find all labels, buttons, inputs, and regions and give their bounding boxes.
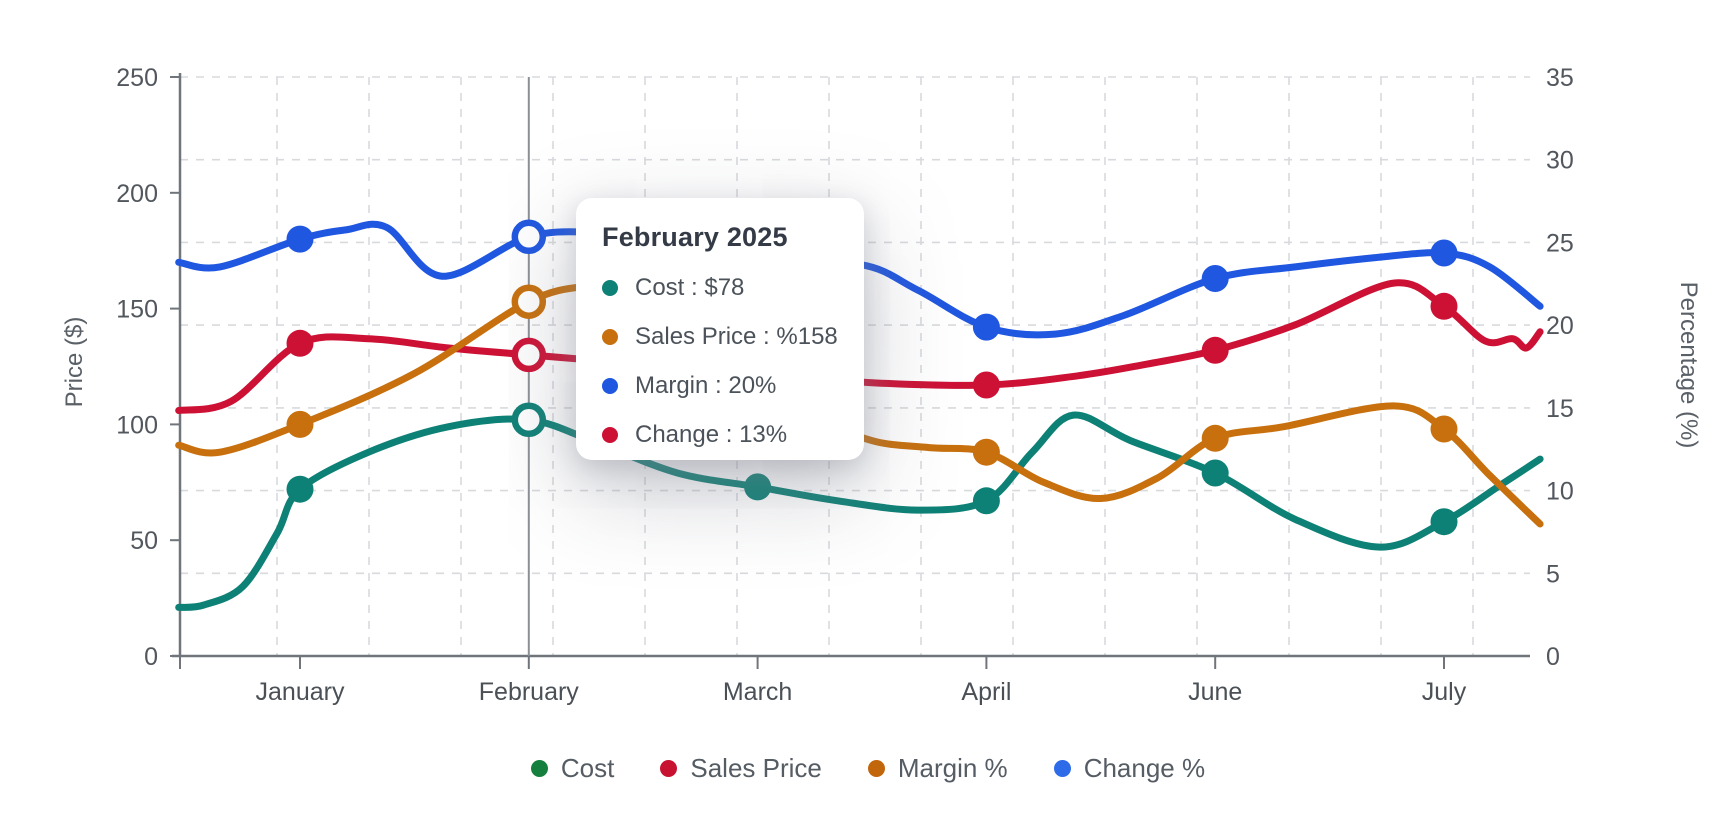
tooltip-row-sales-price: Sales Price : %158 (602, 323, 838, 351)
tooltip-row-margin-label: Margin : 20% (635, 372, 777, 399)
svg-text:0: 0 (144, 643, 158, 671)
svg-text:March: March (723, 678, 792, 706)
legend-change-label: Change % (1083, 753, 1206, 783)
legend-cost-dot-icon (530, 760, 548, 777)
svg-text:15: 15 (1546, 395, 1574, 423)
legend-change-dot-icon (1053, 760, 1071, 777)
legend-sales-price-label: Sales Price (690, 753, 822, 783)
legend-margin-label: Margin % (897, 753, 1008, 783)
svg-text:200: 200 (116, 180, 158, 208)
svg-text:April: April (961, 678, 1011, 706)
legend-item-cost[interactable]: Cost (530, 753, 615, 784)
legend-item-margin[interactable]: Margin % (867, 753, 1008, 784)
svg-text:35: 35 (1546, 64, 1574, 92)
svg-text:10: 10 (1546, 478, 1574, 506)
tooltip-title: February 2025 (602, 222, 788, 252)
tooltip-row-cost-label: Cost : $78 (635, 274, 745, 301)
svg-text:250: 250 (116, 64, 158, 92)
svg-text:25: 25 (1546, 229, 1574, 257)
left-axis-title: Price ($) (61, 316, 88, 408)
chart-tooltip: February 2025 Cost : $78 Sales Price : %… (576, 198, 864, 460)
tooltip-row-change-label: Change : 13% (635, 421, 788, 448)
tooltip-row-margin: Margin : 20% (602, 372, 838, 400)
legend-cost-label: Cost (560, 753, 615, 783)
right-axis-title: Percentage (%) (1675, 281, 1702, 449)
svg-text:30: 30 (1546, 147, 1574, 175)
axes: 0 50 100 150 200 250 0 5 10 15 20 25 30 35 January Febr… (116, 64, 1574, 706)
svg-text:5: 5 (1546, 560, 1560, 588)
tooltip-row-cost: Cost : $78 (602, 274, 838, 302)
margin-series-dot-icon (602, 378, 618, 394)
sales-price-series-dot-icon (602, 329, 618, 345)
svg-text:February: February (479, 678, 580, 706)
svg-text:20: 20 (1546, 312, 1574, 340)
change-series-dot-icon (602, 427, 618, 443)
legend-item-change[interactable]: Change % (1053, 753, 1206, 784)
svg-text:50: 50 (130, 527, 158, 555)
svg-text:July: July (1422, 678, 1467, 706)
svg-text:100: 100 (116, 411, 158, 439)
svg-text:January: January (256, 678, 345, 706)
legend-item-sales-price[interactable]: Sales Price (660, 753, 822, 784)
tooltip-row-sales-price-label: Sales Price : %158 (635, 323, 838, 350)
svg-text:150: 150 (116, 296, 158, 324)
series-cost (175, 402, 1544, 611)
legend-sales-price-dot-icon (660, 760, 678, 777)
svg-text:0: 0 (1546, 643, 1560, 671)
chart-legend: Cost Sales Price Margin % Change % (0, 753, 1736, 784)
legend-margin-dot-icon (867, 760, 885, 777)
svg-text:June: June (1188, 678, 1242, 706)
tooltip-row-change: Change : 13% (602, 421, 838, 449)
cost-series-dot-icon (602, 280, 618, 296)
